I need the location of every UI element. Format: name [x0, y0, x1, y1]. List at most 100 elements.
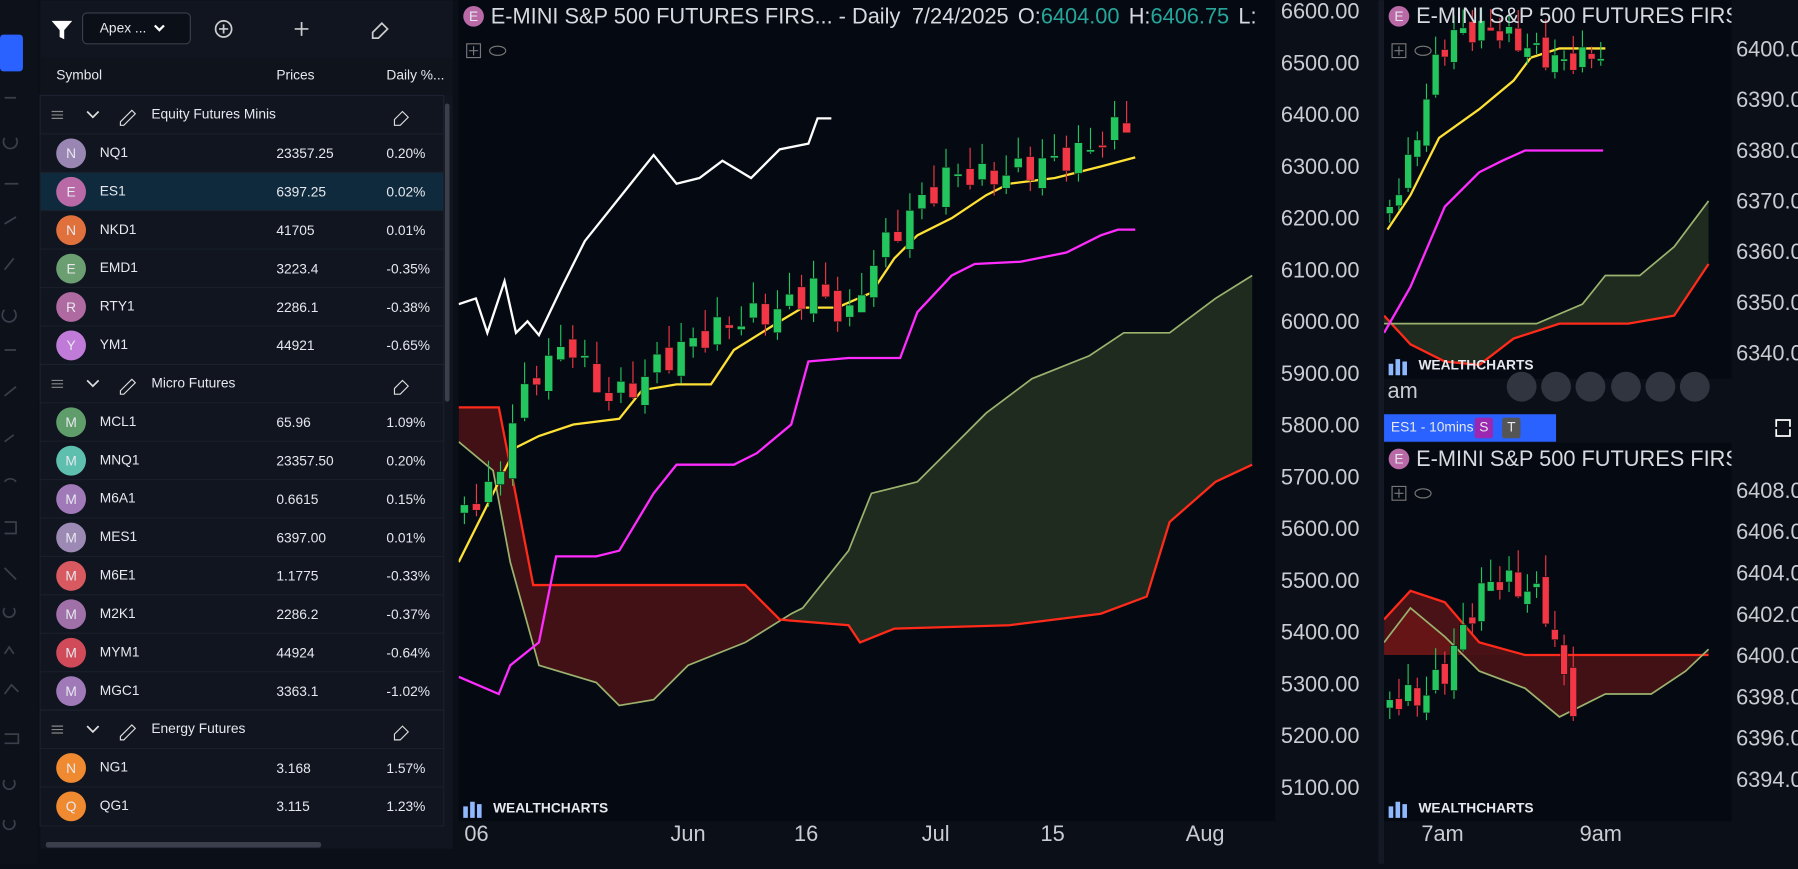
change: 0.01% [386, 530, 425, 545]
change: 1.09% [386, 415, 425, 430]
price: 41705 [276, 223, 315, 238]
avatar-letter: Y [67, 338, 76, 353]
row[interactable] [39, 286, 445, 328]
candle [1587, 53, 1596, 60]
chart-tab[interactable] [1384, 414, 1557, 442]
price: 3.168 [276, 761, 311, 776]
row[interactable] [39, 402, 445, 443]
row[interactable] [39, 440, 445, 481]
eye-icon[interactable] [1414, 488, 1432, 499]
candle [1450, 29, 1458, 63]
price-label: 5600.00 [1281, 516, 1360, 541]
cloud [1384, 608, 1709, 717]
candle [1025, 156, 1035, 181]
candle [1110, 116, 1119, 141]
row[interactable] [39, 786, 445, 827]
change: -0.38% [386, 300, 430, 315]
symbol: MGC1 [100, 683, 140, 698]
row[interactable] [39, 594, 445, 635]
price-label: 5800.00 [1281, 413, 1360, 438]
symbol: M6E1 [100, 568, 136, 583]
add-indicator-icon[interactable] [466, 43, 482, 59]
avatar [56, 292, 87, 322]
scrollbar[interactable] [444, 103, 450, 402]
col-symbol: Symbol [56, 68, 102, 83]
price-label: 6380.00 [1736, 138, 1798, 163]
row[interactable] [39, 210, 445, 251]
price-label: 6200.00 [1281, 206, 1360, 231]
candle [1450, 645, 1458, 691]
row[interactable] [39, 671, 445, 712]
symbol: EMD1 [100, 260, 138, 275]
tab-t[interactable] [1502, 417, 1521, 439]
eye-icon[interactable] [489, 45, 507, 56]
eraser-icon[interactable] [393, 725, 410, 741]
logo: WEALTHCHARTS [1418, 800, 1533, 815]
add-circle-icon[interactable] [214, 20, 233, 38]
row[interactable] [39, 555, 445, 596]
price-label: 6408.00 [1736, 478, 1798, 503]
account-dropdown[interactable] [81, 12, 191, 45]
tool-active[interactable] [0, 34, 23, 72]
row[interactable] [39, 479, 445, 520]
edit-icon[interactable] [119, 378, 137, 395]
row[interactable] [39, 133, 445, 174]
add-icons[interactable] [219, 22, 309, 36]
indicator-line [1384, 589, 1709, 657]
add-indicator-icon[interactable] [1391, 43, 1407, 59]
collapse-caret[interactable] [86, 379, 100, 388]
price: 2286.1 [276, 300, 318, 315]
change: 0.02% [386, 185, 425, 200]
collapse-caret[interactable] [86, 110, 100, 119]
filter-icon[interactable] [51, 20, 73, 40]
row[interactable] [39, 517, 445, 558]
symbol: NG1 [100, 760, 128, 775]
avatar-letter: N [66, 146, 76, 161]
eraser-icon[interactable] [371, 21, 389, 39]
fullscreen-icon[interactable] [1775, 419, 1791, 437]
price-label: 6400.00 [1281, 102, 1360, 127]
symbol: MES1 [100, 529, 137, 544]
indicator-line [1384, 606, 1710, 718]
candle [1514, 571, 1522, 597]
candle [496, 471, 505, 485]
change: -0.65% [386, 338, 430, 353]
group-name: Micro Futures [151, 375, 235, 390]
change: -0.37% [386, 607, 430, 622]
candle [1441, 663, 1449, 685]
left-toolbar [0, 0, 38, 864]
badge-letter: E [1394, 9, 1403, 24]
candle [857, 294, 867, 313]
tab-t-label: T [1507, 420, 1516, 435]
row[interactable] [39, 632, 445, 673]
indicator-line [458, 156, 1136, 563]
eraser-icon[interactable] [393, 379, 410, 395]
zoom-buttons[interactable] [1506, 371, 1710, 402]
candle [953, 173, 963, 177]
edit-icon[interactable] [119, 109, 137, 126]
candle [1386, 699, 1394, 709]
avatar [56, 253, 87, 284]
add-indicator-icon[interactable] [1391, 485, 1407, 501]
price-label: 6370.00 [1736, 189, 1798, 214]
candle [652, 353, 662, 373]
candle [1523, 591, 1532, 605]
avatar [56, 407, 87, 438]
eraser-icon[interactable] [393, 110, 410, 126]
candle [580, 355, 590, 359]
tab-s[interactable] [1474, 417, 1493, 439]
h-scrollbar[interactable] [45, 841, 322, 848]
change: 0.20% [386, 146, 425, 161]
candle [941, 166, 951, 208]
avatar [56, 676, 87, 707]
avatar [56, 215, 87, 246]
candle [881, 231, 891, 258]
price-label: 5200.00 [1281, 723, 1360, 748]
collapse-caret[interactable] [86, 725, 100, 734]
price-label: 6390.00 [1736, 87, 1798, 112]
indicator-line [458, 406, 1253, 644]
change: 1.57% [386, 761, 425, 776]
eye-icon[interactable] [1414, 45, 1432, 56]
row[interactable] [39, 171, 445, 212]
edit-icon[interactable] [119, 724, 137, 741]
